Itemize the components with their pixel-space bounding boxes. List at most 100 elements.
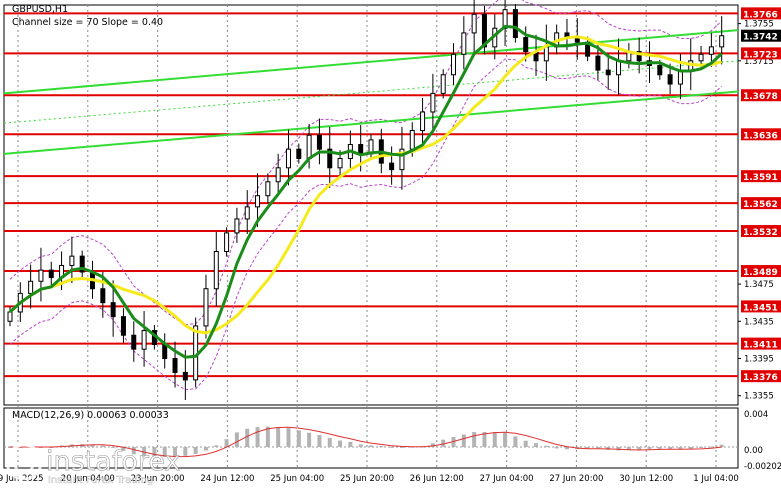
level-tag — [741, 170, 781, 183]
price-tick-label: 1.3475 — [744, 280, 774, 290]
candle-body — [708, 46, 714, 55]
level-tag-text: 1.3591 — [743, 173, 778, 183]
macd-histogram-bar — [472, 432, 477, 447]
macd-label: MACD(12,26,9) 0.00063 0.00033 — [12, 410, 169, 421]
macd-histogram-bar — [657, 447, 662, 449]
macd-histogram-bar — [348, 441, 353, 447]
macd-histogram-bar — [255, 427, 260, 447]
candle-body — [605, 69, 611, 76]
level-tag — [741, 47, 781, 60]
candle-body — [389, 162, 395, 171]
watermark: instaforex Instant Forex Trading — [5, 443, 181, 486]
fast-moving-average — [8, 24, 723, 359]
macd-histogram-bar — [719, 444, 724, 447]
macd-histogram-bar — [688, 447, 693, 449]
macd-tick-label: -0.00202 — [744, 462, 781, 472]
candle-body — [244, 206, 250, 220]
macd-histogram-bar — [369, 445, 373, 447]
macd-histogram-bar — [451, 437, 456, 447]
macd-histogram-bar — [173, 447, 178, 457]
price-axis: 1.3755 1.3715 1.3475 1.3435 1.3395 1.3355 — [738, 20, 774, 402]
macd-tick-label: 0.004 — [744, 410, 768, 420]
candle-body — [440, 74, 446, 94]
candle-body — [213, 251, 219, 290]
macd-histogram-bar — [637, 447, 642, 450]
macd-panel: 0.004 0.00 -0.00202 — [4, 410, 781, 472]
instaforex-logo-icon — [5, 443, 43, 481]
candle-body — [471, 13, 477, 34]
time-tick-label: 27 Jun 20:00 — [549, 474, 603, 484]
time-tick-label: 26 Jun 12:00 — [410, 474, 464, 484]
current-price-tag — [741, 29, 781, 42]
candle-body — [430, 92, 436, 113]
candle-body — [296, 148, 302, 159]
candle-body — [451, 53, 457, 76]
candle-body — [285, 148, 291, 169]
candle-body — [409, 130, 415, 150]
macd-histogram-bar — [595, 447, 600, 449]
candle-body — [306, 134, 312, 159]
candle-body — [481, 13, 487, 48]
macd-histogram-bar — [626, 447, 631, 451]
candle-body — [616, 60, 622, 76]
candle-body — [79, 255, 85, 273]
grid — [3, 4, 739, 469]
macd-histogram-bar — [544, 445, 549, 447]
candle-body — [327, 148, 333, 169]
level-tag — [741, 7, 781, 20]
channel-upper-line — [3, 29, 739, 95]
macd-histogram-bar — [265, 426, 270, 447]
macd-histogram-bar — [193, 447, 198, 454]
time-tick-label: 1 Jul 04:00 — [693, 474, 739, 484]
level-labels: 1.3766 1.3723 1.3678 1.3636 1.3591 1.3562 1.35… — [741, 7, 781, 383]
level-tag-text: 1.3376 — [743, 373, 778, 383]
slow-moving-average — [8, 35, 723, 335]
candle-body — [543, 46, 549, 62]
channel-lower-line — [3, 90, 739, 155]
bollinger-bands — [9, 0, 723, 391]
macd-histogram-bar — [121, 447, 126, 451]
candle-body — [255, 195, 261, 208]
upper-band — [9, 0, 723, 326]
macd-histogram-bar — [585, 447, 590, 449]
time-tick-label: 27 Jun 04:00 — [480, 474, 534, 484]
price-panel-frame — [3, 4, 739, 406]
time-tick-label: 25 Jun 20:00 — [340, 474, 394, 484]
level-tag — [741, 128, 781, 141]
macd-histogram-bar — [358, 444, 363, 447]
level-tag-text: 1.3532 — [743, 228, 778, 238]
macd-histogram-bar — [100, 445, 105, 447]
candle-body — [657, 64, 663, 76]
macd-histogram-bar — [379, 445, 384, 447]
macd-histogram-bar — [234, 432, 239, 447]
macd-histogram-bar — [668, 447, 673, 450]
macd-histogram-bar — [142, 447, 147, 456]
level-tag — [741, 225, 781, 238]
current-price-text: 1.3742 — [743, 33, 778, 43]
price-tick-label: 1.3715 — [744, 57, 774, 67]
macd-histogram-bar — [307, 432, 312, 447]
candle-body — [234, 218, 240, 234]
regression-channel — [3, 29, 739, 155]
macd-histogram-bar — [203, 447, 208, 451]
candle-body — [69, 255, 75, 266]
level-tag — [741, 337, 781, 350]
candle-body — [182, 371, 188, 381]
level-tag-text: 1.3411 — [743, 341, 778, 351]
level-tag-text: 1.3451 — [743, 303, 778, 313]
level-tag-text: 1.3636 — [743, 131, 778, 141]
level-tag-text: 1.3562 — [743, 200, 778, 210]
candle-body — [595, 55, 601, 71]
candle-body — [100, 288, 106, 304]
macd-signal-line — [10, 426, 722, 458]
time-tick-label: 25 Jun 04:00 — [270, 474, 324, 484]
level-tag — [741, 89, 781, 102]
macd-histogram-bar — [441, 439, 446, 447]
candle-body — [120, 316, 126, 336]
symbol-label: GBPUSD,H1 — [12, 4, 68, 15]
candle-body — [667, 74, 673, 85]
macd-histogram-bar — [152, 447, 157, 457]
macd-histogram-bar — [111, 447, 116, 448]
